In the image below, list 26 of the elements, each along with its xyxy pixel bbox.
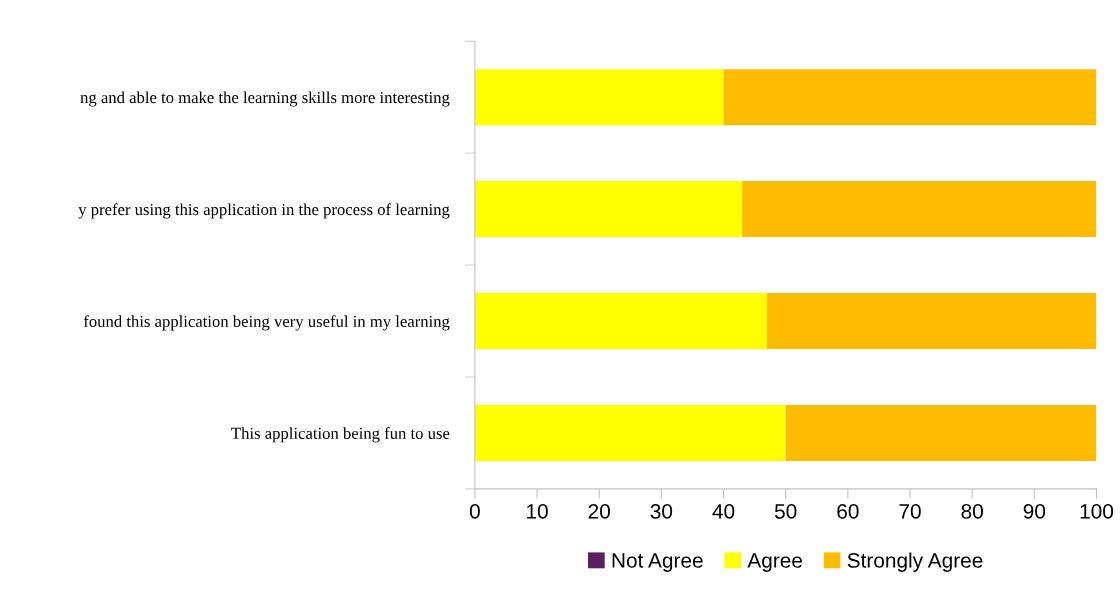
- x-tick-label: 100: [1080, 504, 1114, 519]
- bar: [785, 404, 1097, 461]
- legend-label: Agree: [747, 553, 803, 572]
- x-tick-label: 80: [961, 504, 983, 519]
- legend-label: Strongly Agree: [847, 552, 983, 572]
- x-tick-label: 10: [527, 504, 548, 519]
- y-tick-label: This application being fun to use: [231, 427, 450, 443]
- legend-label: Not Agree: [612, 553, 703, 572]
- y-tick-label: y prefer using this application in the process of learning: [78, 203, 450, 219]
- x-tick-label: 40: [712, 504, 735, 519]
- x-tick-label: 90: [1023, 504, 1046, 519]
- bar: [474, 181, 743, 238]
- y-tick-label: found this application being very useful in my learning: [83, 315, 450, 331]
- y-tick-label: ng and able to make the learning skills more interesting: [80, 91, 450, 107]
- x-tick-label: 30: [650, 504, 673, 519]
- x-tick-label: 50: [774, 504, 797, 519]
- bar: [742, 181, 1097, 238]
- bar: [767, 293, 1097, 349]
- bar: [474, 293, 768, 349]
- x-tick-label: 70: [899, 504, 921, 519]
- bar: [723, 69, 1097, 126]
- x-tick-label: 60: [837, 504, 859, 519]
- x-tick-label: 20: [588, 504, 610, 519]
- bar: [474, 404, 786, 461]
- x-tick-label: 0: [469, 504, 480, 519]
- bar: [474, 69, 724, 126]
